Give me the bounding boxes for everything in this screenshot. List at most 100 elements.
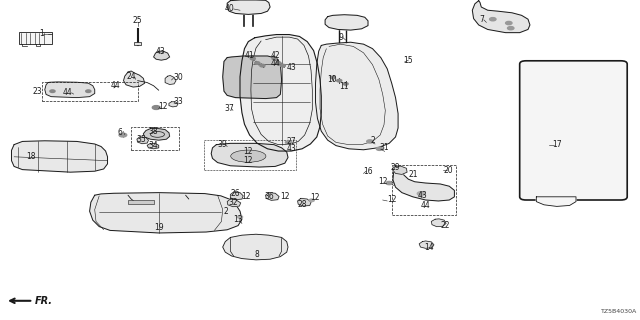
Text: 20: 20 <box>443 166 453 175</box>
Text: 35: 35 <box>136 135 146 144</box>
Polygon shape <box>230 192 243 200</box>
Text: 38: 38 <box>148 127 159 136</box>
Text: 25: 25 <box>132 16 143 25</box>
Circle shape <box>50 90 55 92</box>
Text: 24: 24 <box>126 72 136 81</box>
Text: FR.: FR. <box>35 296 53 306</box>
Circle shape <box>309 199 314 202</box>
Polygon shape <box>393 166 407 174</box>
Text: 1: 1 <box>39 29 44 38</box>
Circle shape <box>152 106 160 109</box>
Text: 36: 36 <box>264 192 274 201</box>
Text: 29: 29 <box>390 163 401 172</box>
Text: 23: 23 <box>32 87 42 96</box>
Text: 44: 44 <box>62 88 72 97</box>
Circle shape <box>506 21 512 25</box>
Text: 44: 44 <box>110 81 120 90</box>
Polygon shape <box>419 241 434 248</box>
Text: TZ5B4030A: TZ5B4030A <box>600 309 637 314</box>
Text: 26: 26 <box>230 189 241 198</box>
Polygon shape <box>472 1 530 33</box>
Circle shape <box>386 181 392 185</box>
Polygon shape <box>393 166 454 201</box>
Bar <box>19 32 52 44</box>
Text: 34: 34 <box>148 141 159 150</box>
Bar <box>204 140 296 170</box>
Text: 43: 43 <box>286 63 296 72</box>
Text: 30: 30 <box>173 73 183 82</box>
Text: 6: 6 <box>118 128 123 137</box>
Text: 40: 40 <box>224 4 234 13</box>
Text: 22: 22 <box>440 221 449 230</box>
Text: 19: 19 <box>154 223 164 232</box>
Text: 9: 9 <box>338 33 343 42</box>
Circle shape <box>490 18 496 21</box>
Circle shape <box>255 62 260 64</box>
Circle shape <box>260 64 265 67</box>
FancyBboxPatch shape <box>520 61 627 200</box>
Polygon shape <box>227 199 241 207</box>
Bar <box>128 200 154 204</box>
Ellipse shape <box>231 150 266 162</box>
Circle shape <box>237 216 243 218</box>
Polygon shape <box>211 143 288 167</box>
Text: 21: 21 <box>408 170 417 179</box>
Text: 10: 10 <box>326 75 337 84</box>
Text: 12: 12 <box>242 192 251 201</box>
Polygon shape <box>90 193 242 233</box>
Circle shape <box>417 192 425 196</box>
Text: 42: 42 <box>270 51 280 60</box>
Text: 43: 43 <box>155 47 165 56</box>
Bar <box>131 127 179 150</box>
Text: 43: 43 <box>286 144 296 153</box>
Text: 37: 37 <box>224 104 234 113</box>
Text: 2: 2 <box>370 136 375 145</box>
Text: 41: 41 <box>244 51 255 60</box>
Text: 39: 39 <box>217 140 227 149</box>
Text: 12: 12 <box>387 196 396 204</box>
Polygon shape <box>223 56 282 99</box>
Circle shape <box>376 147 383 150</box>
Text: 8: 8 <box>255 250 260 259</box>
Text: 32: 32 <box>228 198 239 207</box>
Text: 15: 15 <box>403 56 413 65</box>
Circle shape <box>508 27 514 30</box>
Polygon shape <box>536 197 576 206</box>
Text: 13: 13 <box>233 215 243 224</box>
Text: 33: 33 <box>173 97 183 106</box>
Polygon shape <box>154 51 170 60</box>
Polygon shape <box>169 102 178 107</box>
Text: 12: 12 <box>378 177 387 186</box>
Text: 12: 12 <box>280 192 289 201</box>
Polygon shape <box>325 15 368 30</box>
Text: 12: 12 <box>244 148 253 156</box>
Text: 27: 27 <box>286 137 296 146</box>
Circle shape <box>280 64 285 67</box>
Text: 12: 12 <box>158 102 167 111</box>
Text: 44: 44 <box>420 201 431 210</box>
Polygon shape <box>223 234 288 260</box>
Circle shape <box>337 79 342 82</box>
Text: 12: 12 <box>244 156 253 165</box>
Circle shape <box>86 90 91 92</box>
Text: 44: 44 <box>270 59 280 68</box>
Text: 2: 2 <box>223 207 228 216</box>
Circle shape <box>250 57 255 60</box>
Circle shape <box>119 133 127 137</box>
Text: 18: 18 <box>26 152 35 161</box>
Circle shape <box>330 76 335 79</box>
Text: 12: 12 <box>310 193 319 202</box>
Polygon shape <box>298 198 311 206</box>
Polygon shape <box>12 141 108 172</box>
Circle shape <box>367 140 373 143</box>
Text: 43: 43 <box>417 191 428 200</box>
Polygon shape <box>137 137 148 144</box>
Polygon shape <box>143 128 170 140</box>
Circle shape <box>272 57 277 60</box>
Polygon shape <box>147 143 159 149</box>
Text: 16: 16 <box>363 167 373 176</box>
Bar <box>392 165 456 215</box>
Bar <box>42 82 138 101</box>
Polygon shape <box>124 71 145 87</box>
Polygon shape <box>165 76 176 84</box>
